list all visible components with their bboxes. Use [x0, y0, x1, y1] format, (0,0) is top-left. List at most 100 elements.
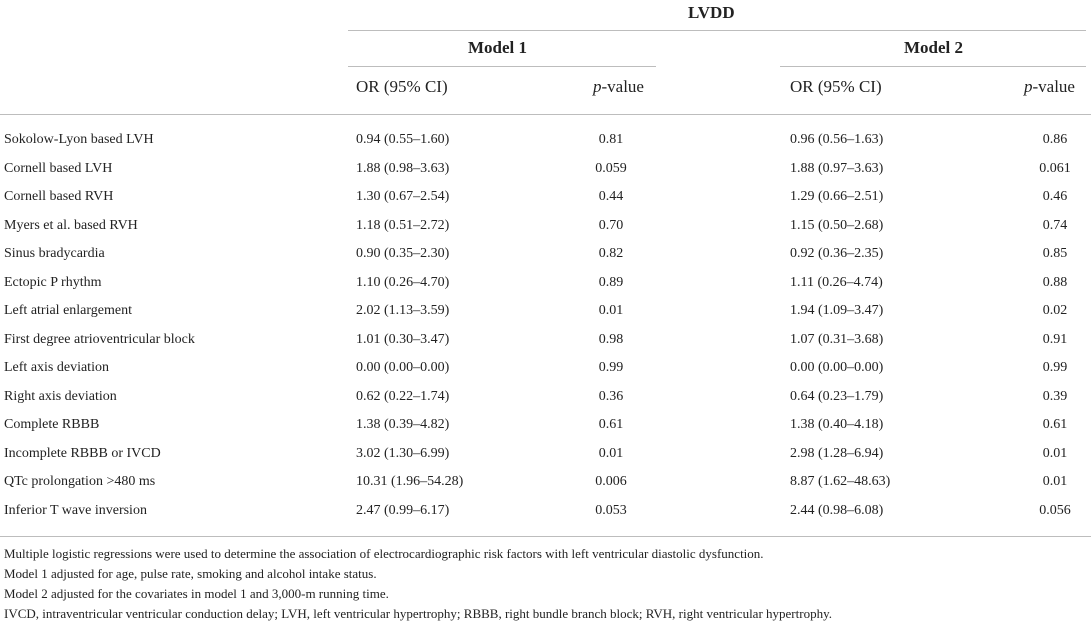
p-model1: 0.70 [598, 217, 624, 233]
p-italic: p [593, 77, 602, 96]
or-model1: 10.31 (1.96–54.28) [356, 474, 464, 489]
or-model2: 1.94 (1.09–3.47) [790, 303, 884, 318]
p-italic: p [1024, 77, 1033, 96]
or-model2: 2.98 (1.28–6.94) [790, 445, 884, 461]
or-model1: 0.00 (0.00–0.00) [356, 360, 450, 375]
table-row: Left axis deviation 0.00 (0.00–0.00) 0.9… [0, 354, 1091, 382]
p-model2: 0.91 [1042, 331, 1068, 347]
footnote-methods: Multiple logistic regressions were used … [4, 546, 764, 561]
p-suffix: -value [1032, 77, 1075, 96]
or-model1: 0.62 (0.22–1.74) [356, 388, 450, 404]
or-header-model1: OR (95% CI) [356, 77, 448, 96]
or-model2: 0.64 (0.23–1.79) [790, 388, 884, 404]
p-model1: 0.059 [595, 160, 627, 176]
or-model1: 2.02 (1.13–3.59) [356, 303, 450, 318]
p-model2: 0.99 [1042, 360, 1068, 375]
or-header-model2: OR (95% CI) [790, 77, 882, 96]
p-model2: 0.056 [1039, 502, 1071, 518]
or-model2: 2.44 (0.98–6.08) [790, 502, 884, 518]
p-model1: 0.01 [598, 303, 624, 318]
table-row: Complete RBBB 1.38 (0.39–4.82) 0.61 1.38… [0, 411, 1091, 439]
p-model2: 0.39 [1042, 388, 1068, 404]
row-label: Complete RBBB [4, 417, 100, 432]
row-label: Incomplete RBBB or IVCD [4, 445, 161, 461]
table-row: Cornell based RVH 1.30 (0.67–2.54) 0.44 … [0, 183, 1091, 211]
or-model1: 1.01 (0.30–3.47) [356, 331, 450, 347]
row-label: QTc prolongation >480 ms [4, 474, 156, 489]
p-model1: 0.61 [598, 417, 624, 432]
model2-header: Model 2 [904, 38, 964, 57]
p-model1: 0.44 [598, 189, 624, 204]
p-model1: 0.82 [598, 246, 624, 261]
table-row: Sokolow-Lyon based LVH 0.94 (0.55–1.60) … [0, 126, 1091, 154]
p-model1: 0.006 [595, 474, 627, 489]
row-label: Cornell based RVH [4, 189, 114, 204]
table-row: Left atrial enlargement 2.02 (1.13–3.59)… [0, 297, 1091, 325]
table-row: Sinus bradycardia 0.90 (0.35–2.30) 0.82 … [0, 240, 1091, 268]
p-model1: 0.98 [598, 331, 624, 347]
or-model2: 0.96 (0.56–1.63) [790, 132, 884, 147]
model1-header: Model 1 [468, 38, 528, 57]
row-label: Sokolow-Lyon based LVH [4, 132, 154, 147]
p-model2: 0.86 [1042, 132, 1068, 147]
or-model2: 8.87 (1.62–48.63) [790, 474, 891, 489]
table-row: Ectopic P rhythm 1.10 (0.26–4.70) 0.89 1… [0, 269, 1091, 297]
p-header-model2: p-value [1024, 77, 1075, 97]
p-model1: 0.36 [598, 388, 624, 404]
row-label: Sinus bradycardia [4, 246, 105, 261]
p-model1: 0.89 [598, 274, 624, 290]
row-label: Cornell based LVH [4, 160, 113, 176]
group-header-lvdd: LVDD [688, 3, 735, 22]
model1-divider [348, 66, 656, 67]
or-model1: 1.18 (0.51–2.72) [356, 217, 450, 233]
p-model2: 0.88 [1042, 274, 1068, 290]
or-model2: 1.15 (0.50–2.68) [790, 217, 884, 233]
p-model2: 0.46 [1042, 189, 1068, 204]
row-label: Left atrial enlargement [4, 303, 133, 318]
footnote-model2: Model 2 adjusted for the covariates in m… [4, 586, 389, 601]
or-model2: 1.38 (0.40–4.18) [790, 417, 884, 432]
row-label: Left axis deviation [4, 360, 109, 375]
or-model2: 0.00 (0.00–0.00) [790, 360, 884, 375]
or-model1: 1.10 (0.26–4.70) [356, 274, 450, 290]
p-model2: 0.74 [1042, 217, 1068, 233]
or-model1: 0.90 (0.35–2.30) [356, 246, 450, 261]
or-model1: 1.30 (0.67–2.54) [356, 189, 450, 204]
table-row: First degree atrioventricular block 1.01… [0, 326, 1091, 354]
table-bottom-rule [0, 536, 1091, 537]
table-row: Incomplete RBBB or IVCD 3.02 (1.30–6.99)… [0, 440, 1091, 468]
row-label: Ectopic P rhythm [4, 274, 102, 290]
table-row: Cornell based LVH 1.88 (0.98–3.63) 0.059… [0, 155, 1091, 183]
or-model1: 3.02 (1.30–6.99) [356, 445, 450, 461]
or-model1: 1.88 (0.98–3.63) [356, 160, 450, 176]
table-row: Right axis deviation 0.62 (0.22–1.74) 0.… [0, 383, 1091, 411]
or-model1: 1.38 (0.39–4.82) [356, 417, 450, 432]
p-model2: 0.61 [1042, 417, 1068, 432]
table-row: Myers et al. based RVH 1.18 (0.51–2.72) … [0, 212, 1091, 240]
group-divider [348, 30, 1086, 31]
footnote-abbreviations: IVCD, intraventricular ventricular condu… [4, 606, 832, 621]
p-header-model1: p-value [593, 77, 644, 97]
or-model2: 0.92 (0.36–2.35) [790, 246, 884, 261]
or-model1: 2.47 (0.99–6.17) [356, 502, 450, 518]
p-model2: 0.061 [1039, 160, 1071, 176]
model2-divider [780, 66, 1086, 67]
p-suffix: -value [601, 77, 644, 96]
or-model2: 1.07 (0.31–3.68) [790, 331, 884, 347]
p-model2: 0.01 [1042, 445, 1068, 461]
p-model1: 0.01 [598, 445, 624, 461]
or-model2: 1.29 (0.66–2.51) [790, 189, 884, 204]
row-label: Right axis deviation [4, 388, 117, 404]
footnote-model1: Model 1 adjusted for age, pulse rate, sm… [4, 566, 377, 581]
row-label: Inferior T wave inversion [4, 502, 147, 518]
p-model1: 0.81 [598, 132, 624, 147]
table-row: QTc prolongation >480 ms 10.31 (1.96–54.… [0, 468, 1091, 496]
p-model2: 0.85 [1042, 246, 1068, 261]
row-label: Myers et al. based RVH [4, 217, 138, 233]
p-model1: 0.99 [598, 360, 624, 375]
p-model2: 0.02 [1042, 303, 1068, 318]
or-model1: 0.94 (0.55–1.60) [356, 132, 450, 147]
table-row: Inferior T wave inversion 2.47 (0.99–6.1… [0, 497, 1091, 525]
or-model2: 1.88 (0.97–3.63) [790, 160, 884, 176]
p-model1: 0.053 [595, 502, 627, 518]
